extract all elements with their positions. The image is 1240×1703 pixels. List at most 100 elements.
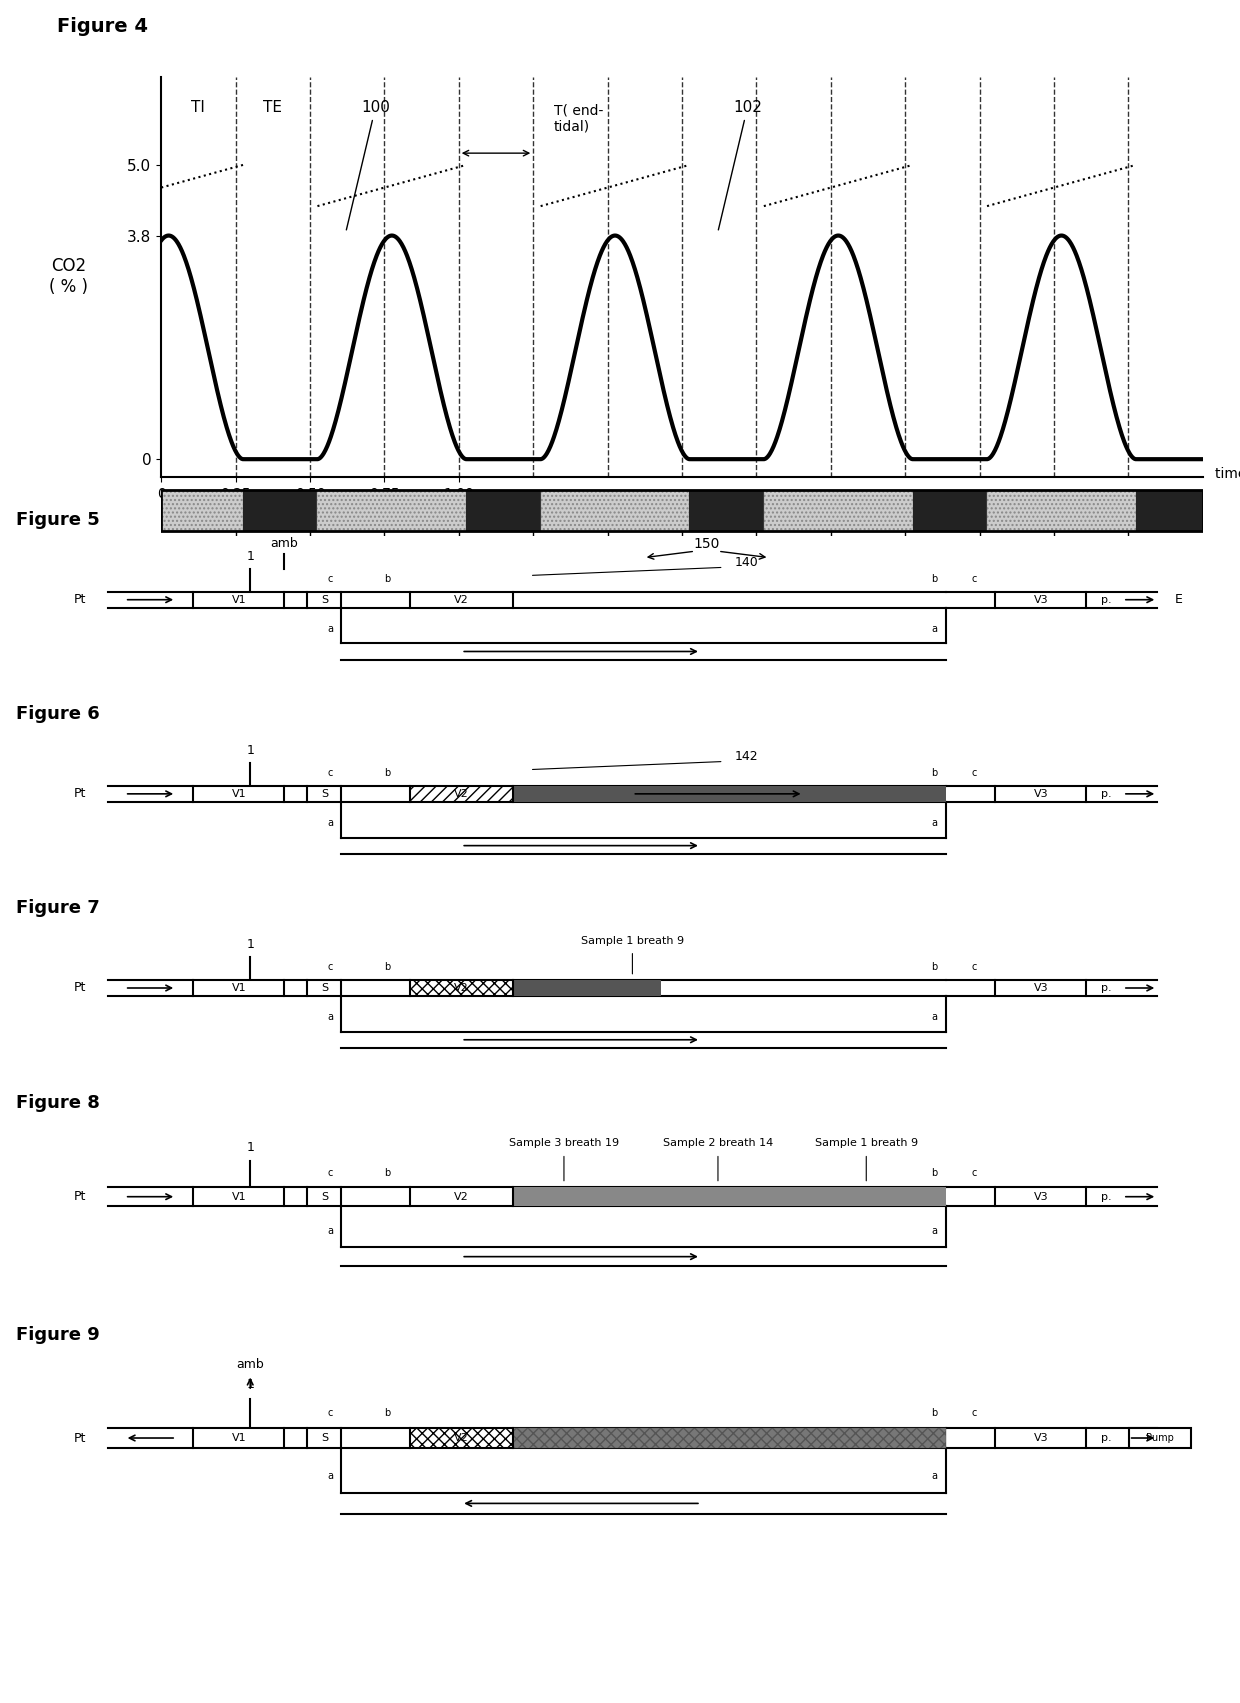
Text: V1: V1: [232, 1192, 246, 1202]
Bar: [541, 490, 689, 531]
Text: b: b: [931, 768, 937, 778]
Bar: [512, 785, 946, 802]
Text: 1: 1: [247, 744, 254, 756]
Bar: [308, 591, 341, 608]
Text: Sample 2 breath 14: Sample 2 breath 14: [663, 1138, 773, 1148]
Text: 140: 140: [734, 555, 759, 569]
Text: p.: p.: [1101, 594, 1111, 605]
Bar: [689, 490, 764, 531]
Text: S: S: [321, 594, 327, 605]
Text: Pt: Pt: [73, 1190, 86, 1204]
Bar: [996, 1187, 1086, 1206]
Bar: [410, 1427, 512, 1448]
Bar: [410, 1187, 512, 1206]
Bar: [410, 785, 512, 802]
Text: 100: 100: [346, 100, 389, 230]
Text: a: a: [931, 1226, 937, 1236]
Bar: [987, 490, 1136, 531]
Text: a: a: [327, 1226, 334, 1236]
Bar: [308, 1187, 341, 1206]
Text: Figure 8: Figure 8: [16, 1093, 100, 1112]
Text: V3: V3: [1033, 1432, 1048, 1442]
Text: c: c: [327, 1408, 332, 1417]
Text: E: E: [1174, 593, 1182, 606]
Bar: [193, 1427, 284, 1448]
Bar: [410, 979, 512, 996]
Text: S: S: [321, 788, 327, 799]
Text: V1: V1: [232, 983, 246, 993]
Text: a: a: [327, 817, 334, 828]
Text: c: c: [327, 574, 332, 584]
Text: b: b: [931, 574, 937, 584]
Text: V1: V1: [232, 594, 246, 605]
Text: Sample 1 breath 9: Sample 1 breath 9: [580, 937, 684, 947]
Text: a: a: [327, 1471, 334, 1482]
Text: a: a: [327, 1012, 334, 1022]
Text: c: c: [972, 1168, 977, 1178]
Text: V1: V1: [232, 1432, 246, 1442]
Text: TE: TE: [263, 100, 283, 114]
Bar: [541, 490, 689, 531]
Text: Pt: Pt: [73, 1432, 86, 1444]
Text: c: c: [327, 962, 332, 972]
Text: V3: V3: [1033, 788, 1048, 799]
Text: b: b: [384, 1168, 391, 1178]
Bar: [410, 591, 512, 608]
Text: S: S: [321, 1432, 327, 1442]
Text: Figure 6: Figure 6: [16, 705, 100, 722]
Text: V2: V2: [454, 788, 469, 799]
Text: 1: 1: [247, 1141, 254, 1153]
Bar: [161, 490, 1203, 531]
Text: 102: 102: [718, 100, 761, 230]
Text: 1: 1: [247, 1378, 254, 1391]
Text: V1: V1: [232, 788, 246, 799]
Y-axis label: CO2
( % ): CO2 ( % ): [50, 257, 88, 296]
Text: p.: p.: [1101, 1432, 1111, 1442]
Text: p.: p.: [1101, 983, 1111, 993]
Text: c: c: [972, 1408, 977, 1417]
Text: Figure 9: Figure 9: [16, 1325, 100, 1344]
Text: V2: V2: [454, 594, 469, 605]
Bar: [996, 591, 1086, 608]
Text: Figure 7: Figure 7: [16, 899, 100, 916]
Bar: [512, 1187, 946, 1206]
Bar: [308, 1427, 341, 1448]
Bar: [308, 979, 341, 996]
Text: Pt: Pt: [73, 981, 86, 995]
Text: b: b: [384, 768, 391, 778]
Text: Sample 1 breath 9: Sample 1 breath 9: [815, 1138, 918, 1148]
Bar: [410, 785, 512, 802]
Text: V2: V2: [454, 1432, 469, 1442]
Bar: [317, 490, 466, 531]
Bar: [161, 490, 243, 531]
Text: T( end-
tidal): T( end- tidal): [554, 104, 604, 133]
Bar: [410, 979, 512, 996]
Text: S: S: [321, 983, 327, 993]
Bar: [317, 490, 466, 531]
Bar: [512, 979, 661, 996]
Bar: [308, 785, 341, 802]
Text: b: b: [931, 1168, 937, 1178]
Text: b: b: [931, 962, 937, 972]
Text: 1: 1: [247, 938, 254, 950]
Text: a: a: [931, 1471, 937, 1482]
Text: 150: 150: [693, 536, 719, 552]
Bar: [193, 591, 284, 608]
Bar: [410, 1427, 512, 1448]
Text: a: a: [931, 817, 937, 828]
Bar: [764, 490, 913, 531]
Text: TI: TI: [191, 100, 206, 114]
Text: 1: 1: [247, 550, 254, 562]
Bar: [243, 490, 317, 531]
Text: a: a: [931, 1012, 937, 1022]
Text: amb: amb: [270, 536, 299, 550]
Text: c: c: [327, 1168, 332, 1178]
Bar: [193, 1187, 284, 1206]
Text: V3: V3: [1033, 983, 1048, 993]
Text: V3: V3: [1033, 594, 1048, 605]
Text: a: a: [931, 623, 937, 634]
Bar: [193, 785, 284, 802]
Bar: [987, 490, 1136, 531]
Text: time (sec): time (sec): [1215, 467, 1240, 480]
Text: V3: V3: [1033, 1192, 1048, 1202]
